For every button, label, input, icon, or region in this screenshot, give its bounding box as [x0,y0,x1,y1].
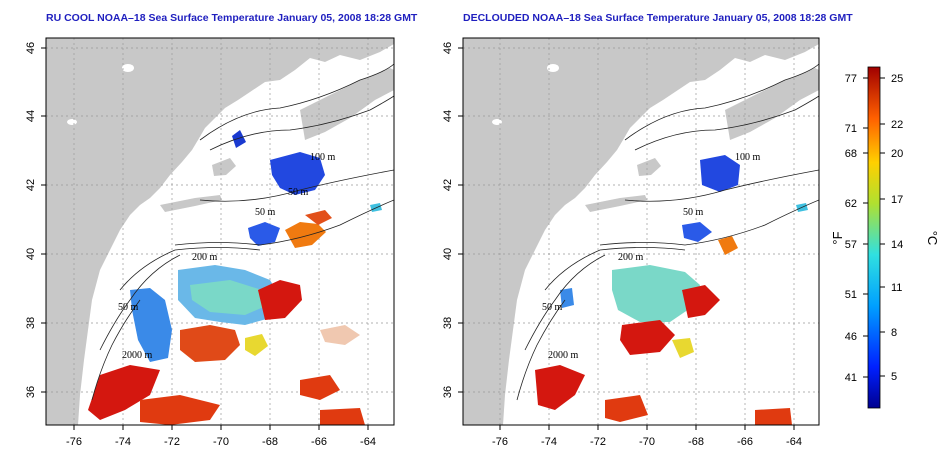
x-tick-label: -74 [541,436,557,448]
colorbar-f-tick: 77 [845,73,857,85]
lake [532,293,538,307]
contour-label: 200 m [192,252,218,263]
y-tick-label: 38 [25,317,37,329]
colorbar-c-tick: 11 [891,282,902,294]
left-map-content: 100 m 50 m 50 m 200 m 50 m 2000 m [46,38,394,425]
y-tick-label: 44 [442,110,454,122]
land-long-island [160,195,222,212]
contour-label: 100 m [310,152,336,163]
y-tick-label: 42 [442,179,454,191]
y-tick-label: 38 [442,317,454,329]
y-tick-label: 40 [25,248,37,260]
right-map-panel: 100 m 50 m 200 m 50 m 2000 m -76 -74 -72… [442,37,820,448]
right-map-frame [462,37,820,426]
colorbar-c-tick: 17 [891,194,903,206]
contours-right [516,63,819,401]
x-tick-label: -68 [688,436,704,448]
contour-label: 100 m [735,152,761,163]
colorbar-celsius-label: °C [925,231,940,246]
x-tick-label: -66 [737,436,753,448]
contour-label: 2000 m [122,350,153,361]
contour-label: 2000 m [548,350,579,361]
left-map-panel: 100 m 50 m 50 m 200 m 50 m 2000 m -76 -7… [25,37,395,448]
colorbar-f-tick: 62 [845,198,857,210]
y-tick-label: 46 [25,42,37,54]
contour-label: 50 m [542,302,563,313]
sst-patches-left [88,130,382,425]
left-map-title: RU COOL NOAA–18 Sea Surface Temperature … [46,12,418,24]
lake [571,242,579,258]
x-tick-label: -72 [590,436,606,448]
lake [146,242,154,258]
land-cape-cod [212,158,236,176]
colorbar-celsius-ticks: 25 22 20 17 14 11 8 5 [880,73,903,383]
lake [107,293,113,307]
land-nova-scotia [725,68,819,140]
x-tick-label: -76 [66,436,82,448]
colorbar: 77 71 68 62 57 51 46 41 25 22 20 17 14 1… [830,66,940,409]
x-tick-label: -72 [164,436,180,448]
left-y-axis: 46 44 42 40 38 36 [25,42,46,398]
sst-patches-right [535,155,808,425]
contour-label: 50 m [118,302,139,313]
x-tick-label: -64 [786,436,802,448]
colorbar-f-tick: 68 [845,148,857,160]
contour-label: 50 m [288,187,309,198]
land-nova-scotia [300,68,394,140]
grid-lines [463,38,819,425]
left-x-axis: -76 -74 -72 -70 -68 -66 -64 [66,425,376,448]
lake [547,64,559,72]
right-y-axis: 46 44 42 40 38 36 [442,42,463,398]
colorbar-gradient [867,66,881,409]
land-mass [463,38,819,425]
land-long-island [585,195,647,212]
colorbar-c-tick: 25 [891,73,903,85]
colorbar-fahrenheit-ticks: 77 71 68 62 57 51 46 41 [845,73,868,384]
x-tick-label: -68 [262,436,278,448]
contour-labels-right: 100 m 50 m 200 m 50 m 2000 m [542,152,761,361]
y-tick-label: 44 [25,110,37,122]
x-tick-label: -66 [311,436,327,448]
contour-labels-left: 100 m 50 m 50 m 200 m 50 m 2000 m [118,152,336,361]
right-map-title: DECLOUDED NOAA–18 Sea Surface Temperatur… [463,12,853,24]
lake [67,119,77,125]
y-tick-label: 40 [442,248,454,260]
colorbar-f-tick: 71 [845,123,857,135]
colorbar-c-tick: 5 [891,371,897,383]
contour-label: 200 m [618,252,644,263]
colorbar-f-tick: 51 [845,289,857,301]
y-tick-label: 46 [442,42,454,54]
land-cape-cod [637,158,661,176]
colorbar-f-tick: 41 [845,372,857,384]
y-tick-label: 36 [442,386,454,398]
right-x-axis: -76 -74 -72 -70 -68 -66 -64 [492,425,802,448]
colorbar-c-tick: 22 [891,119,903,131]
colorbar-f-tick: 57 [845,239,857,251]
colorbar-c-tick: 8 [891,327,897,339]
colorbar-fahrenheit-label: °F [830,231,845,244]
lake [492,119,502,125]
x-tick-label: -64 [360,436,376,448]
y-tick-label: 42 [25,179,37,191]
colorbar-f-tick: 46 [845,331,857,343]
lake [122,64,134,72]
colorbar-c-tick: 20 [891,148,903,160]
x-tick-label: -70 [213,436,229,448]
x-tick-label: -74 [115,436,131,448]
x-tick-label: -76 [492,436,508,448]
colorbar-c-tick: 14 [891,239,903,251]
contours-left [91,63,394,401]
contour-label: 50 m [255,207,276,218]
land-mass [46,38,394,425]
contour-label: 50 m [683,207,704,218]
y-tick-label: 36 [25,386,37,398]
left-map-frame [45,37,395,426]
right-map-content: 100 m 50 m 200 m 50 m 2000 m [463,38,819,425]
x-tick-label: -70 [639,436,655,448]
